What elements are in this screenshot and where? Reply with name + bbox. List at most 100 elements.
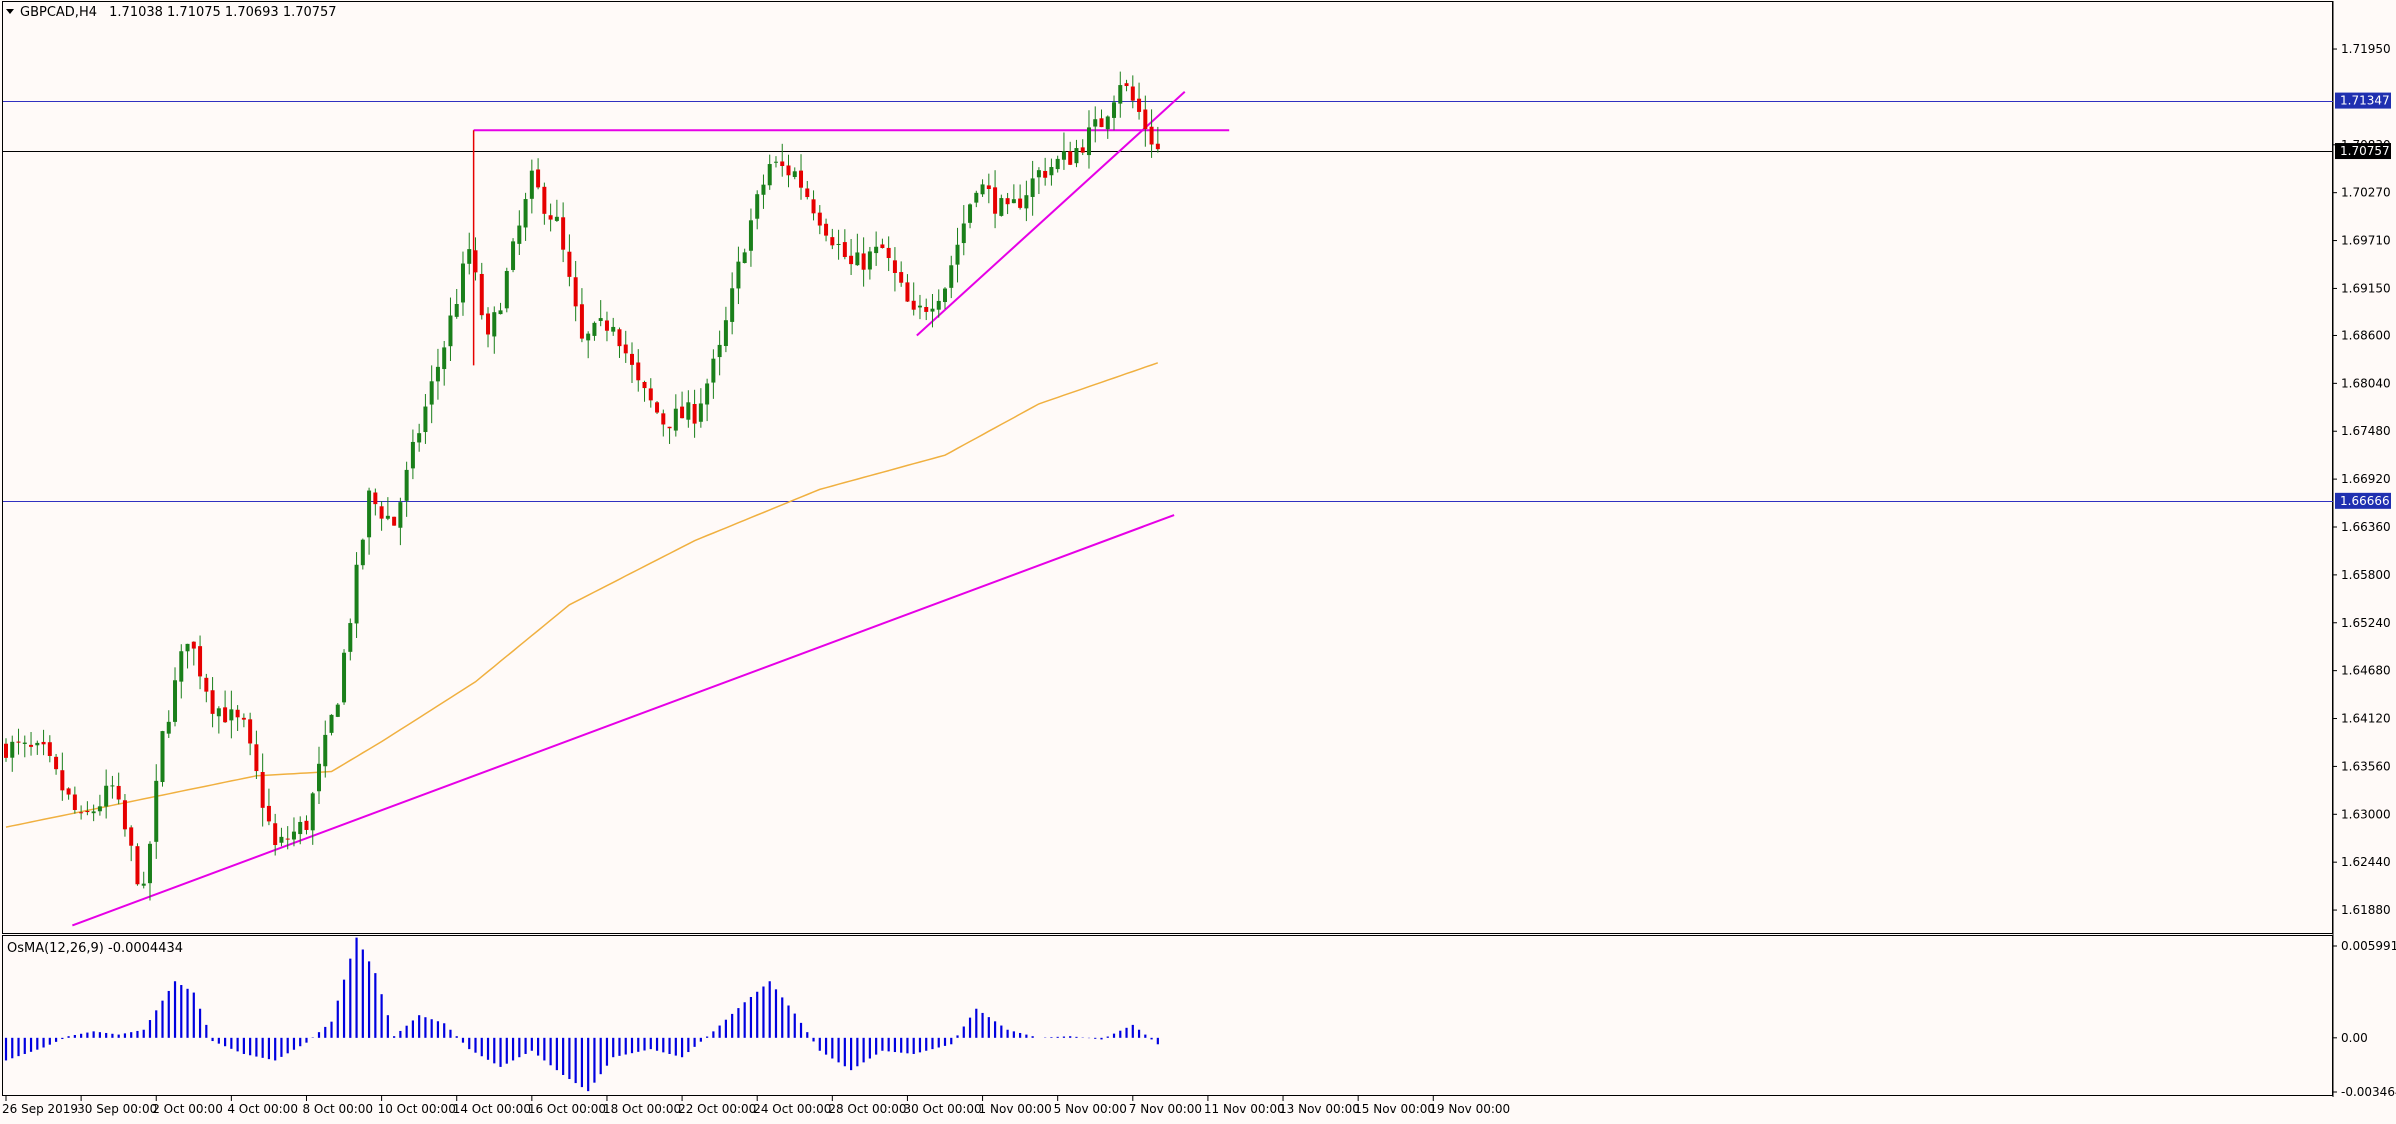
- candle[interactable]: [16, 728, 21, 755]
- candle[interactable]: [304, 815, 309, 835]
- candle[interactable]: [1112, 95, 1117, 131]
- candle[interactable]: [517, 210, 522, 256]
- candle[interactable]: [479, 262, 484, 320]
- candle[interactable]: [241, 713, 246, 728]
- candle[interactable]: [147, 841, 152, 901]
- candle[interactable]: [761, 174, 766, 209]
- candle[interactable]: [160, 730, 165, 787]
- candle[interactable]: [993, 170, 998, 229]
- candle[interactable]: [35, 740, 40, 755]
- candle[interactable]: [1124, 79, 1129, 92]
- candle[interactable]: [1118, 71, 1123, 118]
- candle[interactable]: [398, 497, 403, 546]
- candle[interactable]: [730, 272, 735, 335]
- candle[interactable]: [874, 231, 879, 266]
- candle[interactable]: [1074, 139, 1079, 168]
- candle[interactable]: [110, 775, 115, 799]
- candle[interactable]: [880, 238, 885, 249]
- candle[interactable]: [936, 289, 941, 318]
- candle[interactable]: [780, 143, 785, 177]
- candle[interactable]: [79, 805, 84, 820]
- candle[interactable]: [141, 871, 146, 889]
- candle[interactable]: [623, 330, 628, 363]
- candle[interactable]: [1018, 184, 1023, 210]
- candle[interactable]: [943, 287, 947, 309]
- candle[interactable]: [692, 389, 697, 438]
- candle[interactable]: [680, 391, 685, 419]
- candle[interactable]: [47, 735, 52, 763]
- candle[interactable]: [504, 267, 509, 313]
- candle[interactable]: [254, 730, 259, 780]
- candle[interactable]: [329, 714, 334, 736]
- candle[interactable]: [310, 791, 315, 845]
- candle[interactable]: [392, 516, 397, 526]
- candle[interactable]: [630, 342, 634, 384]
- candle[interactable]: [1049, 158, 1054, 186]
- candle[interactable]: [604, 311, 609, 342]
- candle[interactable]: [949, 255, 954, 299]
- candle[interactable]: [1080, 139, 1085, 156]
- candle[interactable]: [335, 703, 340, 718]
- candle[interactable]: [986, 173, 991, 204]
- candle[interactable]: [72, 786, 77, 814]
- candle[interactable]: [1043, 157, 1048, 186]
- candle[interactable]: [41, 729, 46, 756]
- candle[interactable]: [10, 735, 15, 772]
- candle[interactable]: [1005, 192, 1010, 215]
- candle[interactable]: [1137, 82, 1142, 120]
- candle[interactable]: [129, 825, 134, 862]
- candle[interactable]: [22, 735, 27, 758]
- candle[interactable]: [855, 233, 860, 266]
- candle[interactable]: [842, 229, 847, 260]
- candle[interactable]: [999, 194, 1004, 217]
- candle[interactable]: [179, 644, 184, 699]
- candle[interactable]: [711, 349, 716, 399]
- candle[interactable]: [279, 827, 284, 847]
- candle[interactable]: [961, 205, 966, 256]
- candle[interactable]: [586, 331, 591, 359]
- candle[interactable]: [567, 234, 572, 287]
- candle[interactable]: [266, 788, 271, 826]
- candle[interactable]: [1024, 180, 1029, 222]
- candle[interactable]: [911, 282, 916, 316]
- candle[interactable]: [360, 538, 365, 570]
- candle[interactable]: [486, 307, 491, 348]
- candle[interactable]: [955, 227, 960, 283]
- candle[interactable]: [892, 247, 897, 292]
- candle[interactable]: [273, 813, 278, 856]
- candle[interactable]: [542, 182, 547, 225]
- candle[interactable]: [905, 274, 910, 302]
- candle[interactable]: [85, 801, 90, 816]
- candle[interactable]: [166, 710, 171, 738]
- candle[interactable]: [611, 317, 616, 336]
- candle[interactable]: [642, 380, 647, 402]
- candle[interactable]: [748, 208, 753, 267]
- candle[interactable]: [661, 409, 666, 437]
- candle[interactable]: [435, 348, 440, 400]
- candle[interactable]: [223, 690, 228, 723]
- candle[interactable]: [786, 154, 791, 188]
- candle[interactable]: [373, 488, 378, 516]
- candle[interactable]: [467, 232, 472, 275]
- candle[interactable]: [617, 327, 622, 358]
- candle[interactable]: [285, 826, 290, 850]
- candle[interactable]: [367, 487, 372, 555]
- candle[interactable]: [974, 190, 979, 208]
- candle[interactable]: [91, 804, 96, 822]
- candle[interactable]: [655, 401, 660, 415]
- candle[interactable]: [849, 239, 854, 276]
- candle[interactable]: [767, 154, 772, 190]
- candle[interactable]: [968, 203, 973, 229]
- candle[interactable]: [861, 237, 866, 287]
- candle[interactable]: [317, 746, 321, 805]
- candle[interactable]: [404, 461, 409, 517]
- candle[interactable]: [755, 190, 760, 230]
- candle[interactable]: [60, 752, 65, 801]
- candle[interactable]: [348, 618, 353, 661]
- candle[interactable]: [229, 690, 234, 739]
- candle[interactable]: [198, 635, 203, 690]
- candle[interactable]: [204, 673, 209, 703]
- candle[interactable]: [811, 190, 816, 221]
